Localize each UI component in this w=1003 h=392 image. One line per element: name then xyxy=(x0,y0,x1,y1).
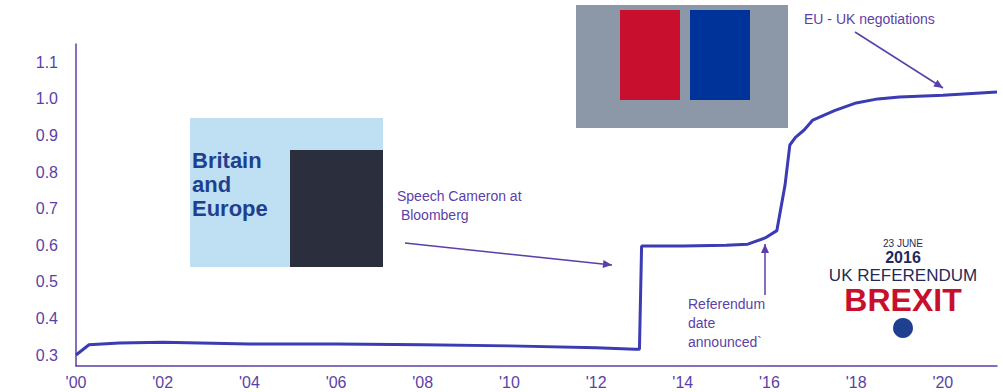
svg-text:'04: '04 xyxy=(239,374,260,391)
svg-text:Europe: Europe xyxy=(192,196,268,221)
svg-text:1.1: 1.1 xyxy=(36,54,58,71)
svg-text:UK REFERENDUM: UK REFERENDUM xyxy=(828,266,978,285)
svg-text:0.5: 0.5 xyxy=(36,273,58,290)
svg-text:announced`: announced` xyxy=(688,334,762,350)
svg-text:'02: '02 xyxy=(152,374,173,391)
svg-text:0.7: 0.7 xyxy=(36,200,58,217)
svg-text:'18: '18 xyxy=(846,374,867,391)
svg-text:1.0: 1.0 xyxy=(36,90,58,107)
svg-text:Referendum: Referendum xyxy=(688,296,769,312)
svg-text:Britain: Britain xyxy=(192,148,268,173)
svg-text:BREXIT: BREXIT xyxy=(844,282,962,318)
svg-text:0.6: 0.6 xyxy=(36,237,58,254)
svg-text:'10: '10 xyxy=(499,374,520,391)
svg-text:Speech Cameron at: Speech Cameron at xyxy=(397,188,522,204)
svg-text:and: and xyxy=(192,172,237,197)
svg-text:2016: 2016 xyxy=(885,249,921,266)
svg-text:date: date xyxy=(688,315,719,331)
svg-text:'06: '06 xyxy=(326,374,347,391)
svg-text:EU - UK negotiations: EU - UK negotiations xyxy=(804,11,935,27)
svg-text:0.4: 0.4 xyxy=(36,310,58,327)
svg-text:0.8: 0.8 xyxy=(36,164,58,181)
svg-text:'12: '12 xyxy=(586,374,607,391)
svg-text:'08: '08 xyxy=(412,374,433,391)
svg-text:23 JUNE: 23 JUNE xyxy=(883,238,923,249)
svg-text:Bloomberg: Bloomberg xyxy=(397,207,469,223)
svg-text:'00: '00 xyxy=(66,374,87,391)
svg-text:0.9: 0.9 xyxy=(36,127,58,144)
svg-text:'14: '14 xyxy=(672,374,693,391)
svg-text:0.3: 0.3 xyxy=(36,347,58,364)
svg-text:'20: '20 xyxy=(932,374,953,391)
svg-text:'16: '16 xyxy=(759,374,780,391)
